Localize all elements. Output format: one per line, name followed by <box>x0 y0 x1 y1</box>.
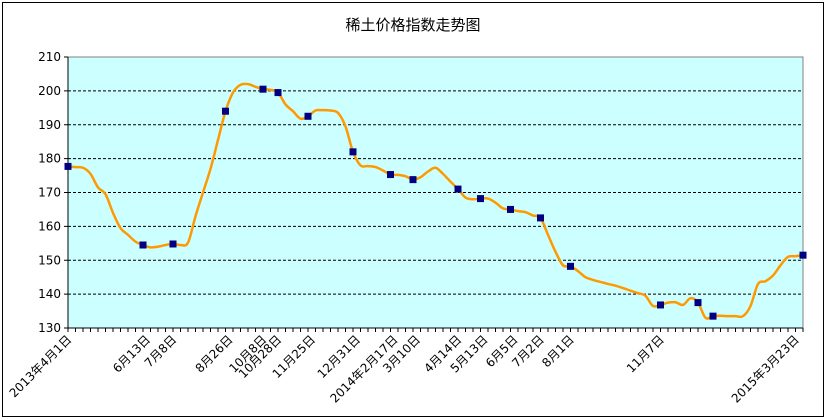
chart-title: 稀土价格指数走势图 <box>345 16 480 34</box>
x-tick-label: 2015年3月23日 <box>729 332 802 405</box>
y-tick-label-130: 130 <box>38 321 61 335</box>
series-line <box>67 82 804 320</box>
data-point-marker <box>259 85 267 93</box>
grid-lines <box>68 90 803 295</box>
data-point-marker <box>387 171 394 179</box>
data-point-marker <box>567 262 574 270</box>
x-tick-label: 11月7日 <box>624 332 667 375</box>
y-tick-label-210: 210 <box>38 50 61 64</box>
data-point-marker <box>64 162 72 170</box>
y-tick-label-170: 170 <box>38 186 61 200</box>
y-tick-label-140: 140 <box>38 287 61 301</box>
data-point-marker <box>139 241 147 249</box>
data-point-marker <box>409 176 417 184</box>
y-tick-label-160: 160 <box>38 219 61 233</box>
data-point-marker <box>222 107 229 115</box>
x-tick-label: 8月1日 <box>539 332 577 370</box>
y-axis: 130 140 150 160 170 180 190 200 210 <box>38 50 69 335</box>
data-point-marker <box>537 214 544 222</box>
y-tick-label-200: 200 <box>38 84 61 98</box>
y-tick-label-180: 180 <box>38 152 61 166</box>
data-point-marker <box>507 205 514 213</box>
x-tick-label: 2013年4月1日 <box>7 332 75 400</box>
data-point-marker <box>657 301 664 309</box>
data-point-marker <box>799 251 807 259</box>
data-point-marker <box>477 195 484 203</box>
data-point-marker <box>709 312 717 320</box>
series-markers <box>64 85 807 320</box>
data-point-marker <box>304 112 312 120</box>
data-point-marker <box>349 148 357 156</box>
data-point-marker <box>274 89 282 97</box>
y-tick-label-150: 150 <box>38 253 61 267</box>
data-point-marker <box>169 240 177 248</box>
data-point-marker <box>454 185 462 193</box>
y-tick-label-190: 190 <box>38 118 61 132</box>
data-point-marker <box>694 299 702 307</box>
